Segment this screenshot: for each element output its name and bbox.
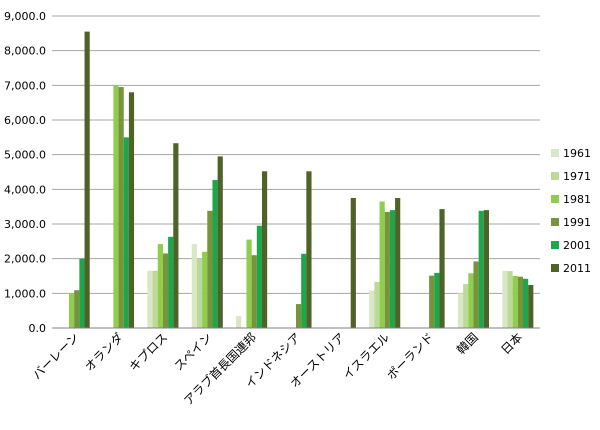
x-category-label: オランダ <box>81 330 126 375</box>
y-tick-label: 8,000.0 <box>4 45 46 58</box>
bar-1981 <box>202 251 208 328</box>
legend-label-2001: 2001 <box>563 239 591 252</box>
bar-2011 <box>483 210 489 328</box>
bar-1971 <box>196 258 203 328</box>
bar-2001 <box>79 258 85 328</box>
y-tick-label: 3,000.0 <box>4 218 46 231</box>
bar-1961 <box>236 315 242 328</box>
bar-1991 <box>162 253 169 328</box>
bar-1991 <box>74 290 80 328</box>
bar-2011 <box>306 171 312 328</box>
bar-2001 <box>434 272 440 328</box>
y-tick-label: 9,000.0 <box>4 10 46 23</box>
x-category-label: 韓国 <box>454 330 481 357</box>
legend: 1961 1971 1981 1991 2001 2011 <box>551 147 591 275</box>
bar-2011 <box>439 209 445 328</box>
bar-1981 <box>512 276 518 328</box>
bar-2011 <box>173 143 179 328</box>
bar-1961 <box>457 293 464 328</box>
bar-2011 <box>261 171 268 328</box>
bar-1991 <box>118 87 124 328</box>
bar-2001 <box>389 210 396 328</box>
bar-1971 <box>463 283 469 328</box>
x-category-label: 日本 <box>498 330 525 357</box>
x-category-label: キプロス <box>127 330 171 374</box>
bar-2011 <box>350 198 356 328</box>
bar-1991 <box>517 276 523 328</box>
x-category-label: スペイン <box>171 330 214 373</box>
x-axis-labels: バーレーン オランダ キプロス スペインアラブ首長国連邦インドネシアオーストリアイスラ… <box>30 330 526 408</box>
legend-label-2011: 2011 <box>563 262 591 275</box>
legend-swatch-1981 <box>551 195 559 203</box>
bar-2001 <box>123 137 129 328</box>
y-axis-ticks: 0.0 1,000.0 2,000.0 3,000.0 4,000.0 5,000.0 6,… <box>4 10 46 335</box>
y-tick-label: 6,000.0 <box>4 114 46 127</box>
bar-2001 <box>301 253 307 328</box>
bar-1971 <box>152 270 158 328</box>
bar-1961 <box>191 244 197 328</box>
bar-2011 <box>217 156 223 328</box>
bar-2001 <box>522 278 529 328</box>
bar-1961 <box>502 270 508 328</box>
legend-swatch-2011 <box>551 264 559 272</box>
legend-swatch-2001 <box>551 241 559 249</box>
bar-1981 <box>113 85 119 328</box>
bar-1991 <box>296 304 302 328</box>
x-category-label: ポーランド <box>384 330 436 382</box>
bar-1981 <box>468 273 474 328</box>
legend-label-1961: 1961 <box>563 147 591 160</box>
bar-1991 <box>251 255 257 328</box>
y-tick-label: 2,000.0 <box>4 253 46 266</box>
y-tick-label: 1,000.0 <box>4 287 46 300</box>
y-tick-label: 0.0 <box>29 322 47 335</box>
y-tick-label: 5,000.0 <box>4 149 46 162</box>
bar-2001 <box>168 236 174 328</box>
legend-label-1991: 1991 <box>563 216 591 229</box>
y-tick-label: 7,000.0 <box>4 79 46 92</box>
bars <box>69 31 534 329</box>
bar-2011 <box>395 198 401 328</box>
bar-2001 <box>212 179 218 328</box>
legend-swatch-1971 <box>551 172 559 180</box>
bar-1991 <box>429 275 435 328</box>
bar-2001 <box>256 225 262 328</box>
bar-1961 <box>147 270 153 328</box>
bar-1971 <box>507 271 513 328</box>
bar-2011 <box>84 31 90 328</box>
bar-1991 <box>473 261 479 328</box>
bar-1981 <box>69 293 75 328</box>
bar-1991 <box>384 211 390 328</box>
bar-1981 <box>157 244 163 328</box>
bar-1981 <box>379 201 385 328</box>
x-category-label: バーレーン <box>30 330 82 382</box>
bar-1971 <box>374 281 380 328</box>
bar-2001 <box>478 210 484 328</box>
legend-label-1981: 1981 <box>563 193 591 206</box>
legend-swatch-1991 <box>551 218 559 226</box>
legend-label-1971: 1971 <box>563 170 591 183</box>
bar-1991 <box>207 210 213 328</box>
bar-1961 <box>369 290 375 328</box>
x-category-label: アラブ首長国連邦 <box>181 330 259 408</box>
y-tick-label: 4,000.0 <box>4 183 46 196</box>
bar-1981 <box>246 239 252 328</box>
legend-swatch-1961 <box>551 149 559 157</box>
x-category-label: イスラエル <box>340 330 392 382</box>
bar-2011 <box>128 92 135 329</box>
bar-2011 <box>528 285 534 328</box>
